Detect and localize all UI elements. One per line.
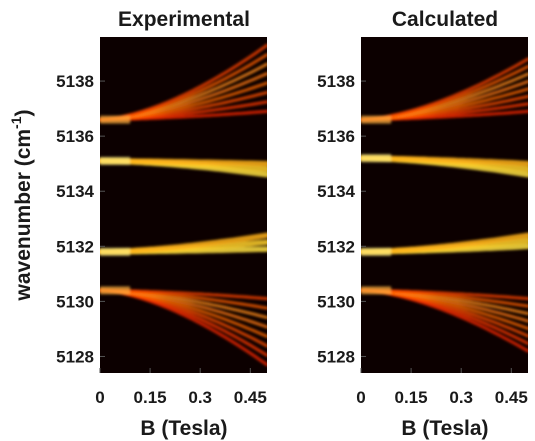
x-tick-label: 0.15	[395, 388, 428, 407]
y-tick-label: 5128	[56, 347, 94, 366]
y-tick-label: 5138	[317, 72, 355, 91]
x-tick-label: 0.45	[234, 388, 267, 407]
x-axis-label: B (Tesla)	[401, 417, 488, 440]
y-tick-label: 5128	[317, 347, 355, 366]
x-tick-label: 0.3	[188, 388, 212, 407]
y-ticks: 5128 5130 5132 5134 5136 5138	[56, 72, 105, 366]
x-ticks: 0 0.15 0.3 0.45	[356, 368, 528, 407]
y-tick-label: 5138	[56, 72, 94, 91]
y-tick-label: 5130	[56, 292, 94, 311]
y-tick-label: 5134	[56, 182, 94, 201]
x-tick-label: 0.3	[449, 388, 473, 407]
x-axis-label: B (Tesla)	[140, 417, 227, 440]
y-tick-label: 5134	[317, 182, 355, 201]
y-tick-label: 5136	[317, 127, 355, 146]
series-1-core	[100, 156, 131, 165]
spectral-lines	[361, 57, 528, 353]
series-0-line-7	[100, 43, 267, 122]
y-tick-label: 5136	[56, 127, 94, 146]
x-tick-label: 0	[356, 388, 365, 407]
x-tick-label: 0.15	[134, 388, 167, 407]
panel-calculated: Calculated 5128 5130 5132 5134 5136 5138 0 0.1…	[317, 8, 528, 440]
x-tick-label: 0.45	[495, 388, 528, 407]
series-2-core	[361, 247, 392, 256]
panel-title: Experimental	[118, 8, 250, 31]
y-axis-label: wavenumber (cm-1)	[8, 109, 35, 301]
series-3-core	[361, 286, 392, 295]
x-ticks: 0 0.15 0.3 0.45	[95, 368, 267, 407]
spectral-lines	[100, 43, 267, 367]
series-1-core	[361, 154, 392, 163]
series-0-core	[100, 115, 131, 124]
y-ticks: 5128 5130 5132 5134 5136 5138	[317, 72, 366, 366]
series-3-core	[100, 286, 131, 295]
x-tick-label: 0	[95, 388, 104, 407]
plot-background	[361, 37, 528, 373]
series-2-core	[100, 247, 131, 256]
plot-background	[100, 37, 267, 373]
y-tick-label: 5130	[317, 292, 355, 311]
y-tick-label: 5132	[56, 237, 94, 256]
series-0-core	[361, 115, 392, 124]
y-tick-label: 5132	[317, 237, 355, 256]
panel-title: Calculated	[392, 8, 498, 31]
